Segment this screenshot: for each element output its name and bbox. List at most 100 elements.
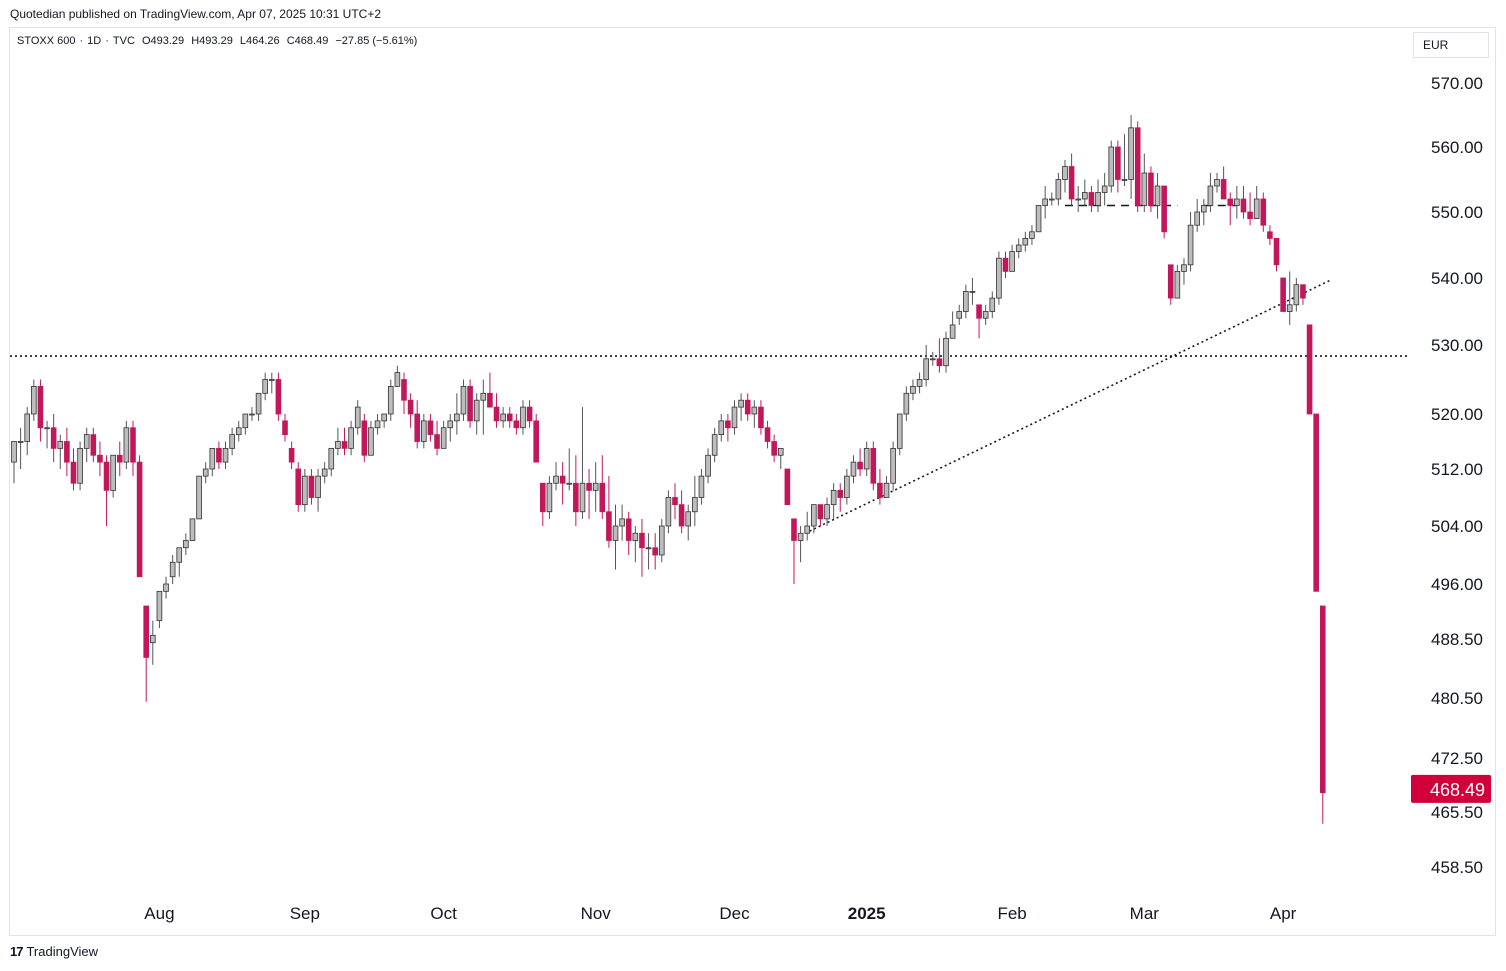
candle [64, 427, 70, 477]
candle [890, 441, 896, 491]
candle [467, 379, 473, 428]
candle-body [758, 406, 764, 429]
candle-body [916, 379, 923, 387]
candle-body [672, 497, 678, 506]
brand-label: TradingView [26, 944, 99, 959]
candle [903, 386, 910, 421]
candle [1293, 278, 1300, 312]
candle-body [1201, 205, 1207, 213]
candle-body [599, 482, 606, 513]
candle-body [1187, 224, 1194, 266]
candle [176, 547, 183, 577]
candle [705, 448, 711, 484]
candle [202, 462, 209, 484]
candle [877, 469, 883, 505]
candle [969, 278, 976, 305]
candle-body [288, 447, 295, 463]
candle [143, 605, 150, 702]
candle [1286, 271, 1293, 325]
candle-body [1306, 324, 1313, 415]
candle [1181, 258, 1187, 285]
candle [692, 476, 698, 526]
time-tick-label: 2025 [848, 904, 886, 923]
candle [1134, 121, 1141, 212]
candle [1035, 205, 1042, 233]
candle [1002, 251, 1009, 278]
candle [566, 448, 573, 491]
candle-body [308, 475, 315, 498]
candle-body [1068, 166, 1075, 200]
currency-selector[interactable]: EUR [1413, 32, 1489, 58]
price-tick-label: 560.00 [1431, 138, 1483, 157]
symbol-info-line: STOXX 600 · 1D · TVC O493.29 H493.29 L464.26… [17, 35, 421, 47]
candle [784, 468, 791, 506]
time-tick-label: Feb [997, 904, 1026, 923]
candle [1115, 140, 1121, 193]
candle-body [348, 427, 354, 449]
candle-body [1015, 244, 1022, 252]
candle [1029, 225, 1035, 245]
candle [870, 441, 877, 491]
candle [811, 504, 817, 534]
candle-body [1286, 304, 1293, 312]
candle [711, 427, 718, 463]
candle-body [923, 358, 929, 380]
candle-body [1115, 146, 1121, 180]
candle-body [857, 461, 863, 470]
candle [725, 414, 731, 442]
candle-body [374, 420, 381, 429]
candle [976, 304, 982, 339]
candle-body [1280, 277, 1286, 312]
candle [500, 407, 506, 428]
candle [540, 482, 546, 526]
candle [235, 420, 242, 442]
candle [255, 392, 262, 421]
candle-body [275, 379, 282, 415]
candle [619, 504, 625, 541]
candle-body [764, 427, 771, 442]
ohlc-close: C468.49 [286, 35, 329, 47]
candle-body [665, 497, 672, 527]
candle-body [943, 337, 949, 367]
candle [1306, 324, 1313, 415]
candle-body [559, 475, 566, 484]
candle [17, 427, 24, 469]
candle [1234, 186, 1240, 219]
candle [480, 379, 487, 435]
candle-body [1161, 185, 1167, 233]
candle-body [268, 379, 275, 381]
candle-body [1035, 205, 1042, 233]
candle [738, 393, 744, 421]
candle-body [811, 504, 817, 527]
candle [1108, 140, 1115, 193]
tradingview-brand[interactable]: 17 TradingView [10, 944, 98, 959]
price-tick-label: 570.00 [1431, 74, 1483, 93]
candle-body [639, 532, 645, 549]
candle [447, 414, 454, 442]
candle-body [1234, 198, 1240, 206]
candle [183, 533, 189, 555]
candle-body [976, 304, 982, 319]
candle [1022, 231, 1029, 252]
candle-body [447, 420, 454, 429]
candle [394, 365, 401, 387]
time-tick-label: Aug [144, 904, 174, 923]
candle [414, 400, 421, 449]
candle-body [969, 290, 976, 293]
candle [625, 511, 632, 555]
candle [249, 407, 255, 421]
candle [996, 251, 1002, 305]
candle-body [520, 406, 526, 429]
candle [956, 304, 963, 325]
candle-body [302, 475, 308, 506]
candle-body [546, 482, 553, 513]
candle [698, 469, 705, 505]
candle-body [1062, 166, 1068, 180]
candle [804, 511, 810, 541]
candle [592, 462, 599, 512]
candle-body [658, 525, 665, 556]
candle [1214, 173, 1220, 193]
candle [341, 427, 348, 456]
candle-body [1174, 270, 1181, 299]
